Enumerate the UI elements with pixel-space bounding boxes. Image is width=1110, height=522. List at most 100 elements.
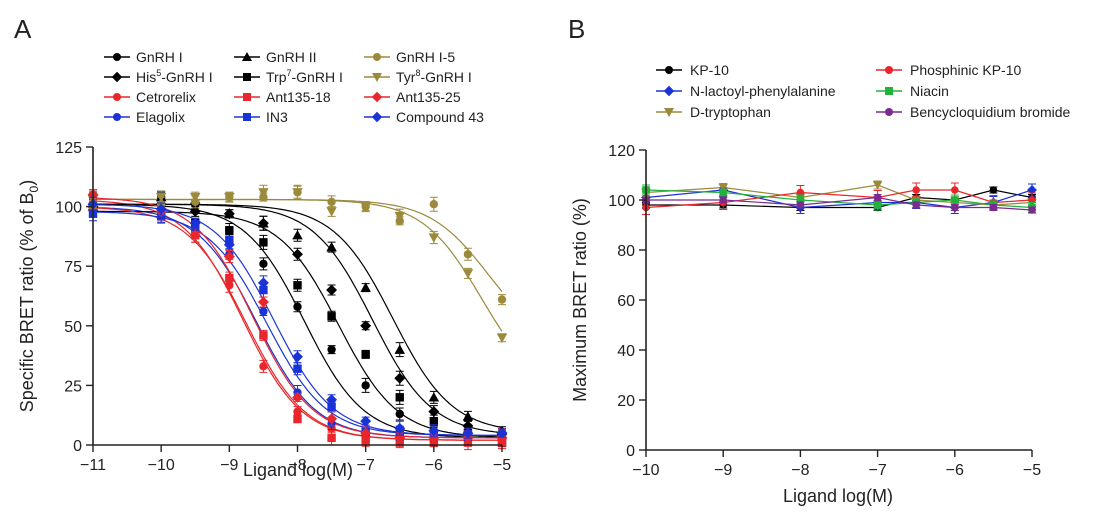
- y-tick-label: 60: [617, 293, 635, 310]
- legend-marker-compound-43: [371, 111, 383, 123]
- panel-b-y-ticks: 0 20 40 60 80 100 120: [608, 143, 646, 460]
- data-point-bencycloquidium-bromide: [912, 201, 920, 209]
- series-line-niacin: [645, 189, 1033, 209]
- data-point-bencycloquidium-bromide: [1028, 206, 1036, 214]
- data-point-gnrh-i: [259, 259, 268, 269]
- data-point-gnrh-i: [327, 345, 336, 354]
- data-point-trp7-gnrh-i: [361, 350, 370, 359]
- y-tick-label: 25: [64, 378, 82, 395]
- data-point-gnrh-ii: [326, 241, 337, 252]
- panel-a-y-axis-label-subscript: 0: [27, 185, 41, 192]
- data-point-ant135-25: [360, 427, 372, 439]
- legend-label-n-lactoyl-phenylalanine: N-lactoyl-phenylalanine: [690, 83, 836, 99]
- data-point-d-tryptophan: [872, 181, 883, 190]
- data-point-gnrh-i-5: [327, 197, 336, 207]
- data-point-trp7-gnrh-i: [327, 312, 336, 321]
- data-point-phosphinic-kp-10: [1028, 196, 1036, 204]
- x-tick-label: −11: [80, 457, 106, 474]
- data-point-trp7-gnrh-i: [259, 238, 268, 247]
- data-point-tyr8-gnrh-i: [224, 192, 235, 203]
- x-tick-label: −9: [714, 462, 732, 479]
- legend-label-d-tryptophan: D-tryptophan: [690, 104, 771, 120]
- data-point-gnrh-ii: [394, 344, 405, 354]
- data-point-ant135-18: [327, 433, 336, 443]
- y-tick-label: 0: [626, 443, 635, 460]
- x-tick-label: −6: [425, 457, 443, 474]
- panel-b-x-ticks: −10 −9 −8 −7 −6 −5: [632, 450, 1041, 479]
- legend-marker-in3: [243, 113, 251, 121]
- y-tick-label: 40: [617, 343, 635, 360]
- data-point-niacin: [873, 201, 882, 209]
- data-point-ant135-18: [361, 436, 370, 445]
- legend-label-compound-43: Compound 43: [396, 109, 484, 125]
- data-point-his5-gnrh-i: [189, 205, 201, 217]
- data-point-compound-43: [394, 422, 406, 434]
- legend-marker-trp7-gnrh-i: [243, 73, 251, 81]
- data-point-ant135-25: [257, 296, 269, 308]
- data-point-niacin: [796, 196, 805, 204]
- x-tick-label: −5: [493, 457, 511, 474]
- data-point-compound-43: [257, 277, 269, 289]
- data-point-compound-43: [292, 351, 303, 363]
- data-point-niacin: [951, 196, 959, 204]
- legend-label-gnrh-i-5: GnRH I-5: [396, 49, 455, 65]
- y-tick-label: 75: [64, 259, 82, 276]
- data-point-trp7-gnrh-i: [395, 393, 404, 402]
- data-point-gnrh-ii: [462, 411, 474, 421]
- panel-a-y-axis-label-suffix: ): [17, 180, 37, 186]
- panel-b-series-lines: [645, 184, 1033, 211]
- series-line-n-lactoyl-phenylalanine: [645, 189, 1033, 209]
- data-point-in3: [293, 364, 302, 373]
- legend-marker-gnrh-i: [113, 53, 121, 61]
- data-point-tyr8-gnrh-i: [496, 333, 508, 343]
- data-point-compound-43: [326, 394, 338, 406]
- legend-marker-elagolix: [113, 113, 121, 121]
- legend-marker-ant135-25: [371, 91, 383, 103]
- data-point-phosphinic-kp-10: [912, 186, 920, 194]
- y-tick-label: 100: [55, 200, 82, 217]
- legend-label-cetrorelix: Cetrorelix: [136, 89, 196, 105]
- data-point-his5-gnrh-i: [428, 406, 440, 418]
- x-tick-label: −8: [791, 462, 809, 479]
- data-point-gnrh-ii: [224, 208, 235, 218]
- data-point-compound-43: [462, 427, 474, 439]
- panel-b-legend: KP-10 N-lactoyl-phenylalanine D-tryptophan…: [656, 62, 1071, 120]
- x-tick-label: −10: [148, 457, 175, 474]
- panel-a-y-axis-label: Specific BRET ratio (% of B0): [17, 180, 41, 412]
- data-point-gnrh-ii: [258, 218, 269, 228]
- data-point-tyr8-gnrh-i: [258, 188, 269, 198]
- data-point-his5-gnrh-i: [462, 420, 474, 432]
- legend-marker-tyr8-gnrh-i: [372, 73, 382, 82]
- data-point-gnrh-i: [395, 409, 404, 419]
- data-point-tyr8-gnrh-i: [394, 211, 405, 222]
- data-point-ant135-18: [225, 273, 234, 283]
- legend-marker-his5-gnrh-i: [111, 71, 123, 83]
- data-point-ant135-25: [223, 251, 235, 263]
- legend-marker-niacin: [885, 87, 893, 95]
- data-point-tyr8-gnrh-i: [462, 269, 474, 279]
- legend-label-trp7-gnrh-i: Trp7-GnRH I: [266, 68, 343, 85]
- data-point-gnrh-ii: [360, 282, 371, 292]
- legend-label-bencycloquidium-bromide: Bencycloquidium bromide: [910, 104, 1071, 120]
- panel-letter-a: A: [14, 14, 32, 44]
- data-point-trp7-gnrh-i: [293, 281, 302, 290]
- data-point-niacin: [719, 188, 727, 197]
- legend-label-gnrh-ii: GnRH II: [266, 49, 317, 65]
- data-point-his5-gnrh-i: [326, 284, 338, 296]
- legend-marker-d-tryptophan: [664, 108, 674, 117]
- fit-curve-elagolix: [92, 206, 502, 439]
- data-point-ant135-25: [189, 229, 201, 241]
- data-point-ant135-18: [293, 414, 302, 423]
- data-point-phosphinic-kp-10: [951, 186, 959, 194]
- y-tick-label: 100: [608, 193, 635, 210]
- data-point-tyr8-gnrh-i: [190, 192, 201, 203]
- data-point-gnrh-i-5: [497, 295, 507, 304]
- panel-a-legend: GnRH I His5-GnRH I Cetrorelix Elagolix GnRH …: [104, 49, 484, 125]
- data-point-compound-43: [155, 203, 167, 215]
- legend-marker-n-lactoyl-phenylalanine: [663, 85, 675, 97]
- legend-label-phosphinic-kp-10: Phosphinic KP-10: [910, 62, 1022, 78]
- data-point-bencycloquidium-bromide: [719, 196, 727, 204]
- y-tick-label: 120: [608, 143, 635, 160]
- data-point-tyr8-gnrh-i: [326, 207, 337, 217]
